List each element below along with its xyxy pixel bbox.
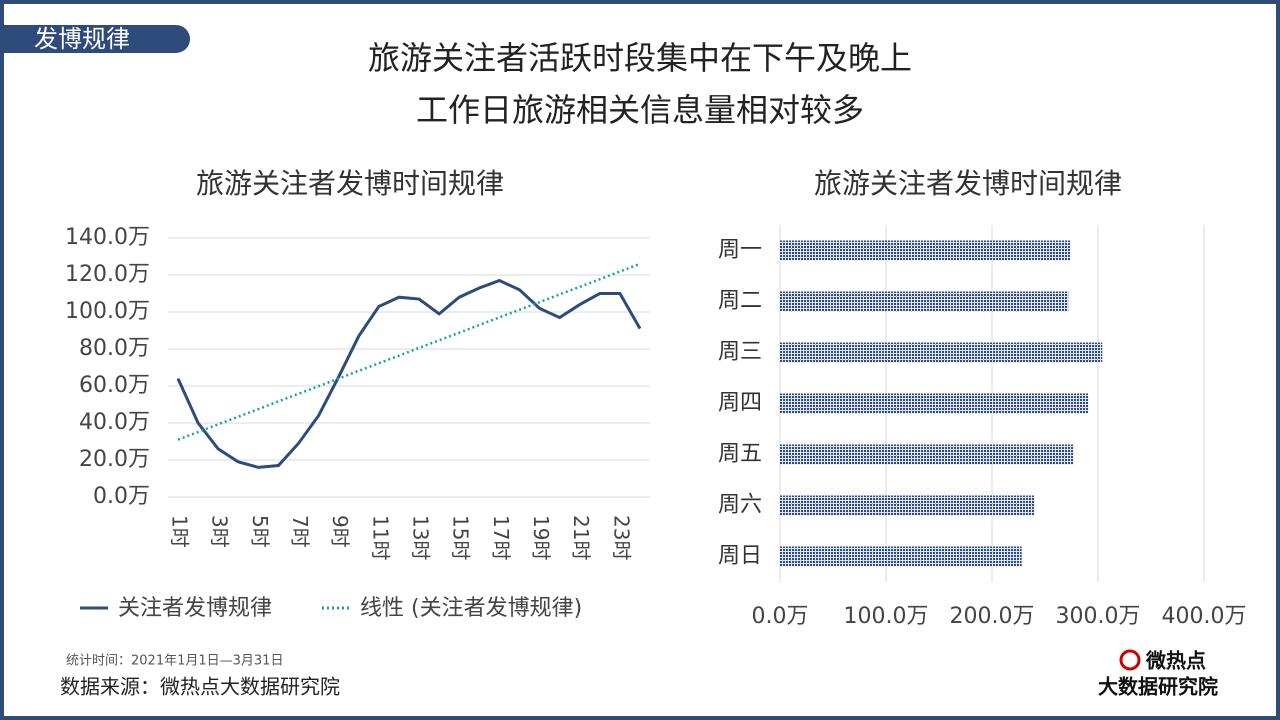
source: 数据来源：微热点大数据研究院 [60,675,340,699]
x-tick-label: 11时 [368,515,392,560]
x-tick-label: 7时 [288,515,312,548]
y-tick-label: 周二 [718,289,762,314]
x-tick-label: 13时 [409,515,433,560]
logo-icon [1119,649,1141,671]
logo: 大数据研究院 [1098,675,1218,699]
x-tick-label: 21时 [569,515,593,560]
x-tick-label: 0.0万 [752,604,809,629]
bar [780,291,1069,312]
y-tick-label: 20.0万 [79,447,150,472]
chart-title: 旅游关注者发博时间规律 [196,167,504,200]
chart-title: 旅游关注者发博时间规律 [814,167,1122,200]
x-tick-label: 9时 [328,515,352,548]
y-tick-label: 周六 [718,493,762,518]
y-tick-label: 周五 [718,442,762,467]
footnote: 统计时间：2021年1月1日—3月31日 [66,654,283,669]
x-tick-label: 300.0万 [1056,604,1141,629]
x-tick-label: 5时 [248,515,272,548]
x-tick-label: 19时 [529,515,553,560]
series-line [177,262,641,441]
y-tick-label: 140.0万 [65,225,150,250]
title: 工作日旅游相关信息量相对较多 [416,91,864,129]
y-tick-label: 0.0万 [93,484,150,509]
tag: 发博规律 [34,25,130,53]
y-tick-label: 60.0万 [79,373,150,398]
x-tick-label: 1时 [168,515,192,548]
x-tick-label: 400.0万 [1162,604,1247,629]
x-tick-label: 23时 [609,515,633,560]
x-tick-label: 15时 [449,515,473,560]
y-tick-label: 80.0万 [79,336,150,361]
bar [780,342,1103,363]
logo: 微热点 [1145,649,1206,673]
y-tick-label: 120.0万 [65,262,150,287]
bar [780,546,1022,567]
title: 旅游关注者活跃时段集中在下午及晚上 [368,39,912,77]
y-tick-label: 周四 [718,391,762,416]
legend-label: 关注者发博规律 [118,596,272,621]
y-tick-label: 周一 [718,238,762,263]
y-tick-label: 周三 [718,340,762,365]
y-tick-label: 40.0万 [79,410,150,435]
tag-bg [4,25,190,53]
bar [780,393,1089,414]
bar [780,444,1074,465]
bar [780,495,1035,516]
series-line [176,278,642,469]
legend-label: 线性 (关注者发博规律) [360,596,582,621]
x-tick-label: 17时 [489,515,513,560]
y-tick-label: 100.0万 [65,299,150,324]
y-tick-label: 周日 [718,544,762,569]
x-tick-label: 200.0万 [950,604,1035,629]
x-tick-label: 100.0万 [844,604,929,629]
bar [780,240,1071,261]
x-tick-label: 3时 [208,515,232,548]
